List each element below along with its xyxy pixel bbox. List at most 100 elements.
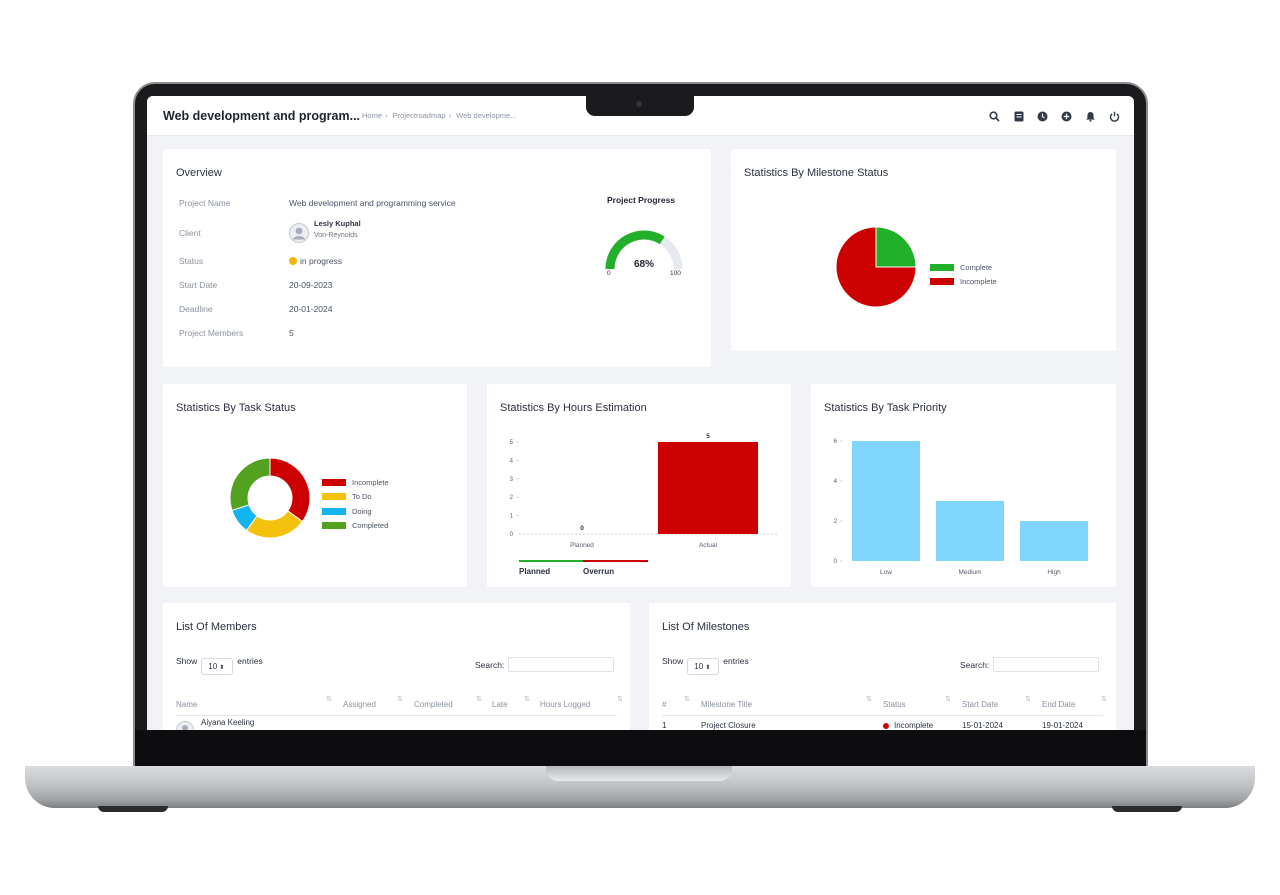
entries-select[interactable]: 10 ⬍ [687,658,720,675]
screen: Web development and program... Home › Pro… [147,96,1134,730]
x-tick-label: High [1047,569,1061,576]
column-header-late[interactable]: Late [492,700,508,709]
bar-low [852,441,920,561]
breadcrumb-home[interactable]: Home [362,111,383,120]
client-name[interactable]: Lesly Kuphal [314,219,361,228]
y-tick-label: 4 [834,479,838,485]
start-date-label: Start Date [179,280,218,290]
y-tick-label: 0 [510,532,514,538]
bar-medium [936,501,1004,561]
legend-label: Complete [960,263,993,272]
avatar [176,721,194,730]
laptop-opening-notch [546,766,732,781]
search-icon[interactable] [987,109,1002,123]
y-tick-label: 3 [510,477,514,483]
gauge-min-label: 0 [607,270,611,277]
show-label: Show [176,656,198,666]
legend-swatch [322,522,346,529]
milestone-title[interactable]: Project Closure [701,721,756,730]
overview-row-start-date: Start Date 20-09-2023 [179,280,332,290]
member-name[interactable]: Aiyana Keeling [201,718,255,727]
project-name-value: Web development and programming service [289,198,456,208]
milestone-status: Incomplete [883,721,933,730]
search-input[interactable] [993,657,1100,672]
search-label: Search: [475,660,505,670]
overview-row-status: Status in progress [179,256,342,266]
sort-icon[interactable]: ⇅ [866,696,872,703]
breadcrumb-projectroadmap[interactable]: Projectroadmap [392,111,446,120]
sort-icon[interactable]: ⇅ [524,696,530,703]
y-tick-label: 4 [510,458,514,464]
legend-label: Completed [352,521,389,530]
y-tick-label: 5 [510,440,514,446]
milestones-list-title: List Of Milestones [662,621,750,633]
notes-icon[interactable] [1011,109,1026,123]
column-header-completed[interactable]: Completed [414,700,453,709]
y-tick-label: 0 [834,559,838,565]
pie-slice-incomplete [836,227,917,308]
milestone-end-date: 19-01-2024 [1042,721,1083,730]
laptop-foot [98,806,168,812]
hours-bar-chart: 0 1 2 3 4 5 0 Planned 5 Actual [510,433,777,549]
members-list-title: List Of Members [176,621,257,633]
status-text: in progress [300,256,343,266]
add-icon[interactable] [1059,109,1074,123]
y-tick-label: 2 [834,519,838,525]
members-list-card: List Of Members Show10 ⬍entries Search: … [163,603,630,730]
select-arrows-icon: ⬍ [705,665,711,671]
column-header-number[interactable]: # [662,700,667,709]
y-tick-label: 1 [510,514,514,520]
column-header-status[interactable]: Status [883,700,906,709]
header-divider [662,715,1103,716]
client-label: Client [179,228,201,238]
x-tick-label: Planned [570,542,594,549]
avatar [289,223,309,243]
sort-icon[interactable]: ⇅ [326,696,332,703]
sort-icon[interactable]: ⇅ [397,696,403,703]
entries-select-value: 10 [694,662,704,671]
sort-icon[interactable]: ⇅ [1025,696,1031,703]
search-input[interactable] [508,657,615,672]
sort-icon[interactable]: ⇅ [476,696,482,703]
progress-title: Project Progress [607,195,676,205]
overview-row-deadline: Deadline 20-01-2024 [179,304,332,314]
camera-notch [586,96,694,116]
legend-label: To Do [352,492,372,501]
entries-select[interactable]: 10 ⬍ [201,658,234,675]
sort-icon[interactable]: ⇅ [945,696,951,703]
clock-icon[interactable] [1035,109,1050,123]
camera-lens [636,101,642,107]
members-value: 5 [289,328,294,338]
legend-completed: Completed [322,521,388,530]
show-label: Show [662,656,684,666]
overview-row-project-name: Project Name Web development and program… [179,198,456,208]
column-header-end-date[interactable]: End Date [1042,700,1076,709]
sort-icon[interactable]: ⇅ [684,696,690,703]
sort-icon[interactable]: ⇅ [1101,696,1107,703]
overview-row-client: Client Lesly Kuphal Von-Reynolds [179,219,361,243]
column-header-name[interactable]: Name [176,700,198,709]
bell-icon[interactable] [1083,109,1098,123]
column-header-assigned[interactable]: Assigned [343,700,376,709]
priority-bar-chart: 0 2 4 6 Low Medium High [834,439,1088,576]
x-tick-label: Low [880,569,892,576]
column-header-start-date[interactable]: Start Date [962,700,999,709]
power-icon[interactable] [1107,109,1122,123]
column-header-milestone-title[interactable]: Milestone Title [701,700,753,709]
start-date-value: 20-09-2023 [289,280,333,290]
bar-value-label: 0 [580,525,584,532]
legend-incomplete: Incomplete [930,277,997,286]
toolbar-icons [987,109,1122,123]
milestone-status-title: Statistics By Milestone Status [744,167,889,179]
y-tick-label: 6 [834,439,838,445]
members-length-control: Show10 ⬍entries [176,656,263,675]
laptop-foot [1112,806,1182,812]
column-header-hours-logged[interactable]: Hours Logged [540,700,591,709]
milestones-search: Search: [960,657,1100,672]
milestones-length-control: Show10 ⬍entries [662,656,749,675]
hours-estimation-card: Statistics By Hours Estimation 0 1 2 3 4 5 0 Pl… [487,384,791,587]
sort-icon[interactable]: ⇅ [617,696,623,703]
pie-slice-complete [875,227,917,268]
planned-legend-line [519,560,583,562]
legend-swatch [322,479,346,486]
